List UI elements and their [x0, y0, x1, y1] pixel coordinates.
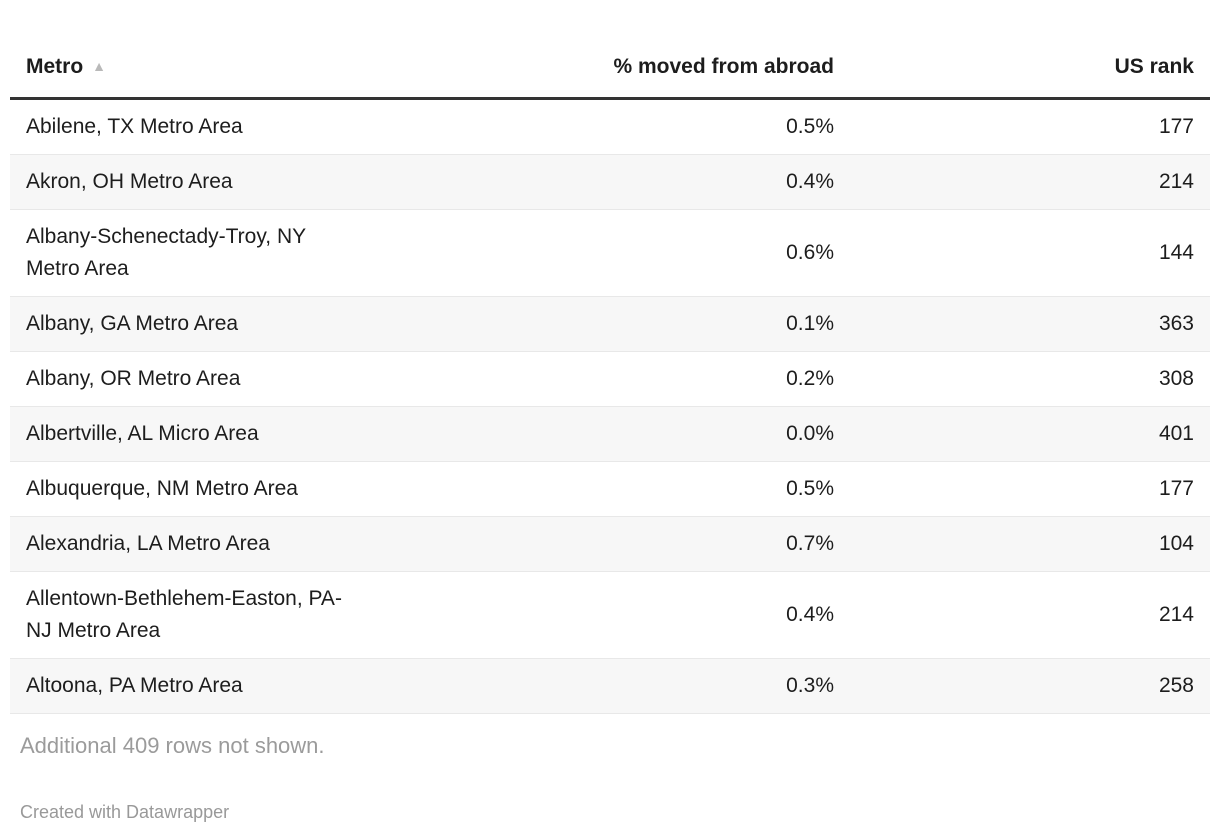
table-body: Abilene, TX Metro Area 0.5% 177 Akron, O…: [10, 98, 1210, 714]
table-header: Metro ▲ % moved from abroad US rank: [10, 40, 1210, 100]
us-rank-cell: 214: [850, 154, 1210, 210]
metro-cell: Altoona, PA Metro Area: [10, 658, 460, 714]
table-row: Albuquerque, NM Metro Area 0.5% 177: [10, 461, 1210, 517]
us-rank-cell: 308: [850, 351, 1210, 407]
us-rank-cell: 401: [850, 406, 1210, 462]
metro-cell: Albuquerque, NM Metro Area: [10, 461, 460, 517]
pct-moved-cell: 0.5%: [460, 461, 850, 517]
table-row: Albany, OR Metro Area 0.2% 308: [10, 351, 1210, 407]
metro-cell: Abilene, TX Metro Area: [10, 98, 460, 155]
pct-moved-cell: 0.0%: [460, 406, 850, 462]
table-row: Akron, OH Metro Area 0.4% 214: [10, 154, 1210, 210]
column-header-metro[interactable]: Metro ▲: [10, 40, 460, 100]
us-rank-cell: 214: [850, 571, 1210, 659]
metro-cell: Albany, GA Metro Area: [10, 296, 460, 352]
metro-cell: Allentown-Bethlehem-Easton, PA-NJ Metro …: [10, 571, 460, 659]
header-row: Metro ▲ % moved from abroad US rank: [10, 40, 1210, 100]
rows-not-shown-note: Additional 409 rows not shown.: [20, 733, 325, 758]
pct-moved-cell: 0.7%: [460, 516, 850, 572]
metro-table: Metro ▲ % moved from abroad US rank Abile…: [10, 40, 1210, 714]
datawrapper-attribution: Created with Datawrapper: [20, 800, 1210, 824]
metro-cell: Albany-Schenectady-Troy, NY Metro Area: [10, 209, 460, 297]
table-row: Albany, GA Metro Area 0.1% 363: [10, 296, 1210, 352]
metro-cell: Alexandria, LA Metro Area: [10, 516, 460, 572]
pct-moved-cell: 0.6%: [460, 209, 850, 297]
us-rank-cell: 177: [850, 98, 1210, 155]
pct-moved-cell: 0.4%: [460, 154, 850, 210]
table-row: Alexandria, LA Metro Area 0.7% 104: [10, 516, 1210, 572]
datawrapper-attribution-link[interactable]: Created with Datawrapper: [20, 802, 230, 822]
column-header-pct-moved[interactable]: % moved from abroad: [460, 40, 850, 100]
table-row: Altoona, PA Metro Area 0.3% 258: [10, 658, 1210, 714]
us-rank-cell: 363: [850, 296, 1210, 352]
us-rank-cell: 104: [850, 516, 1210, 572]
us-rank-cell: 177: [850, 461, 1210, 517]
us-rank-cell: 144: [850, 209, 1210, 297]
metro-cell: Akron, OH Metro Area: [10, 154, 460, 210]
us-rank-cell: 258: [850, 658, 1210, 714]
metro-cell: Albany, OR Metro Area: [10, 351, 460, 407]
table-row: Albany-Schenectady-Troy, NY Metro Area 0…: [10, 209, 1210, 297]
pct-moved-cell: 0.5%: [460, 98, 850, 155]
metro-cell: Albertville, AL Micro Area: [10, 406, 460, 462]
pct-moved-cell: 0.1%: [460, 296, 850, 352]
table-row: Abilene, TX Metro Area 0.5% 177: [10, 98, 1210, 155]
pct-moved-cell: 0.2%: [460, 351, 850, 407]
pct-moved-cell: 0.4%: [460, 571, 850, 659]
table-row: Allentown-Bethlehem-Easton, PA-NJ Metro …: [10, 571, 1210, 659]
sort-ascending-icon: ▲: [92, 58, 107, 74]
table-row: Albertville, AL Micro Area 0.0% 401: [10, 406, 1210, 462]
pct-moved-cell: 0.3%: [460, 658, 850, 714]
column-header-metro-label: Metro: [26, 55, 84, 78]
column-header-us-rank[interactable]: US rank: [850, 40, 1210, 100]
